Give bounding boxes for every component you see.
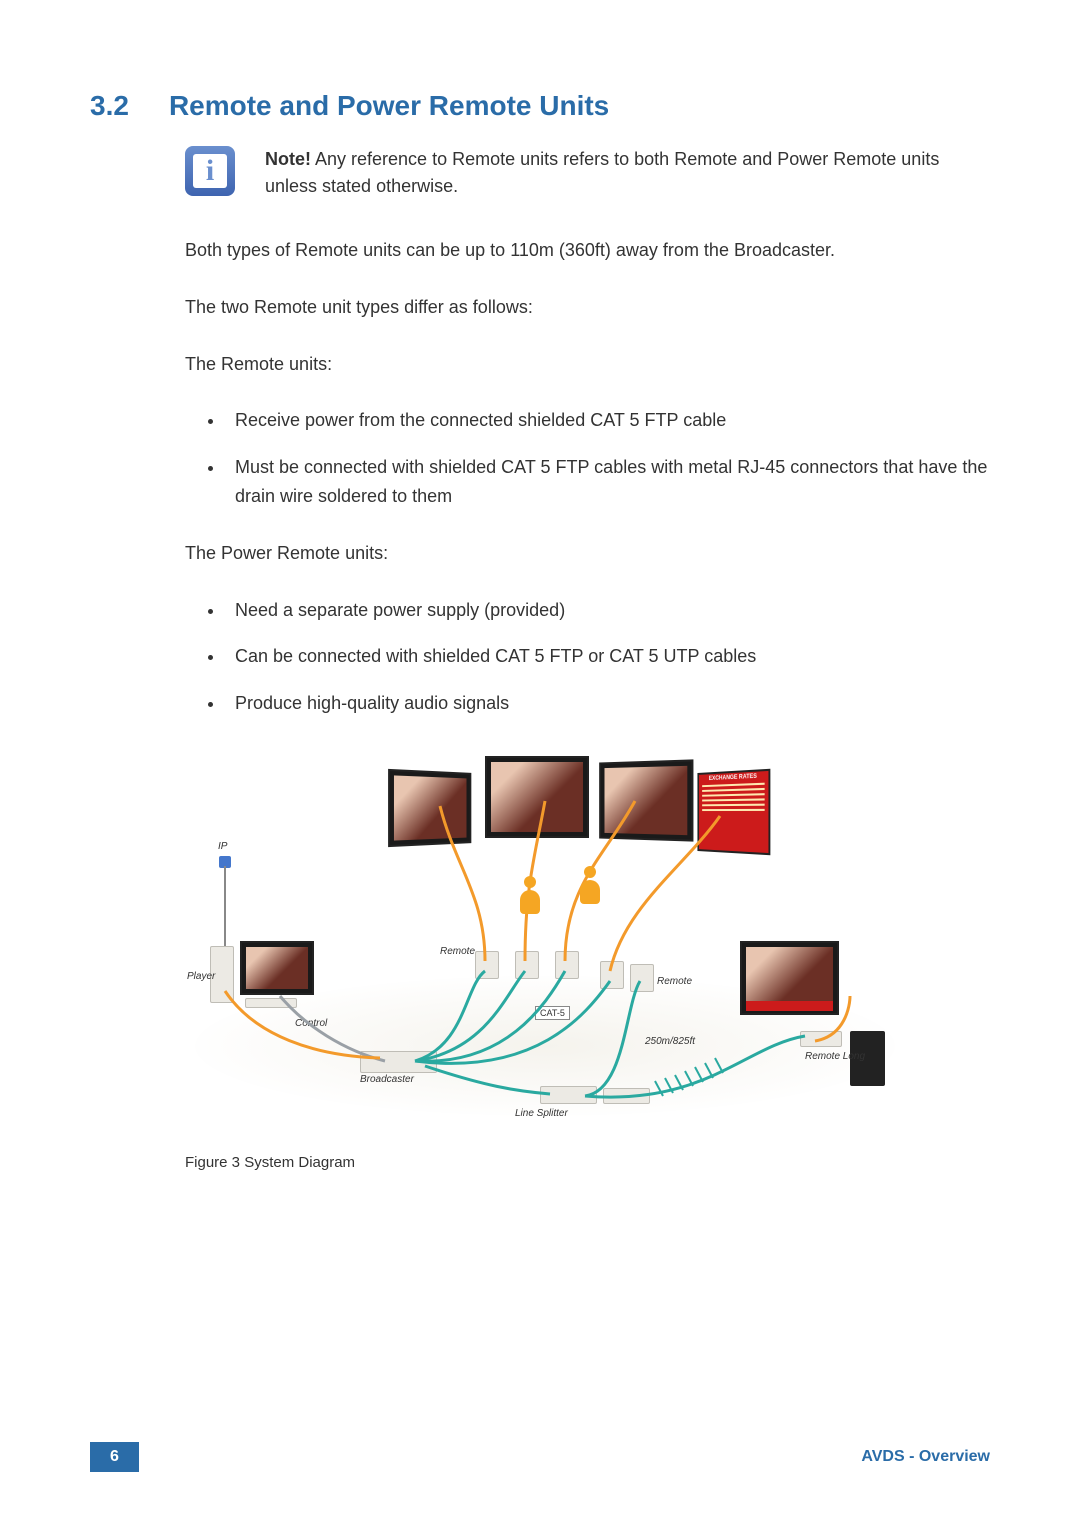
paragraph-2: The two Remote unit types differ as foll… bbox=[185, 293, 990, 322]
list-item: Produce high-quality audio signals bbox=[225, 689, 990, 718]
section-header: 3.2 Remote and Power Remote Units bbox=[90, 90, 990, 122]
list-item: Need a separate power supply (provided) bbox=[225, 596, 990, 625]
section-title: Remote and Power Remote Units bbox=[169, 90, 609, 122]
info-icon: i bbox=[185, 146, 235, 196]
page-number: 6 bbox=[90, 1442, 139, 1472]
figure-caption: Figure 3 System Diagram bbox=[185, 1154, 990, 1171]
person-icon bbox=[580, 866, 600, 906]
footer-title: AVDS - Overview bbox=[861, 1448, 990, 1466]
person-icon bbox=[520, 876, 540, 916]
page-footer: 6 AVDS - Overview bbox=[90, 1442, 990, 1472]
note-body: Any reference to Remote units refers to … bbox=[265, 149, 939, 196]
list-item: Can be connected with shielded CAT 5 FTP… bbox=[225, 642, 990, 671]
remote-bullets: Receive power from the connected shielde… bbox=[185, 406, 990, 510]
list-item: Must be connected with shielded CAT 5 FT… bbox=[225, 453, 990, 511]
paragraph-3: The Remote units: bbox=[185, 350, 990, 379]
system-diagram: EXCHANGE RATES bbox=[185, 746, 990, 1136]
list-item: Receive power from the connected shielde… bbox=[225, 406, 990, 435]
diagram-cables bbox=[185, 746, 905, 1136]
paragraph-4: The Power Remote units: bbox=[185, 539, 990, 568]
note-text: Note! Any reference to Remote units refe… bbox=[265, 146, 990, 200]
note-block: i Note! Any reference to Remote units re… bbox=[185, 146, 990, 200]
power-remote-bullets: Need a separate power supply (provided) … bbox=[185, 596, 990, 718]
note-bold: Note! bbox=[265, 149, 311, 169]
section-number: 3.2 bbox=[90, 90, 129, 122]
paragraph-1: Both types of Remote units can be up to … bbox=[185, 236, 990, 265]
